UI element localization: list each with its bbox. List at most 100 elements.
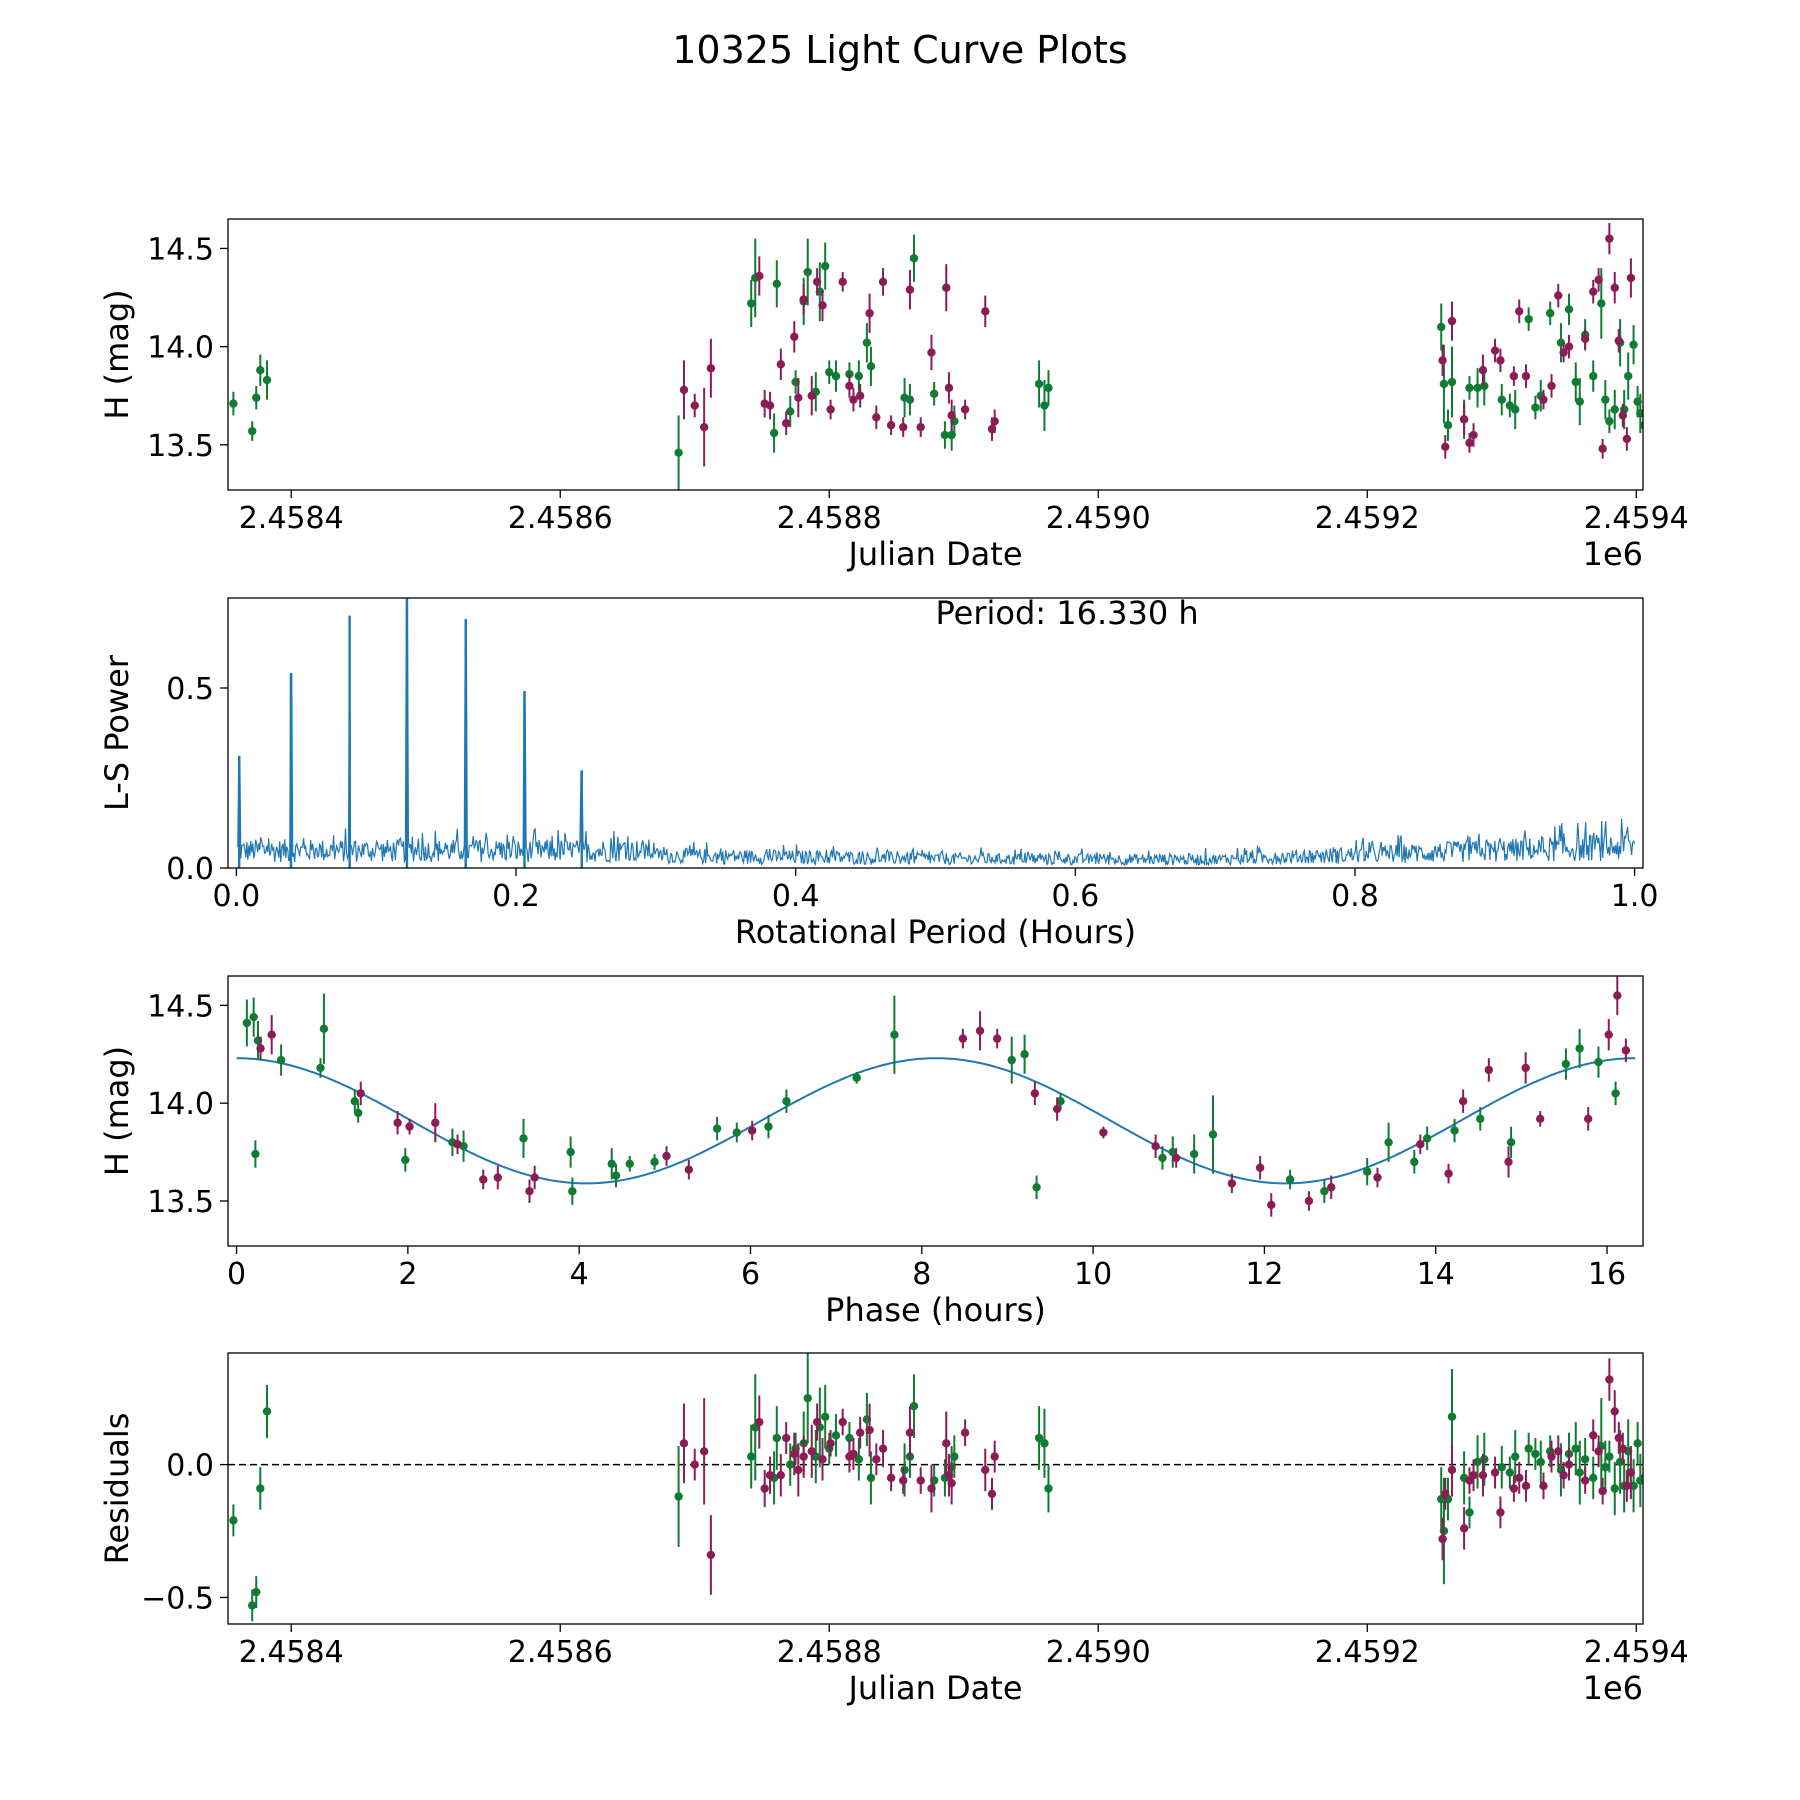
data-point-green bbox=[1437, 322, 1446, 332]
data-point-green bbox=[852, 1073, 861, 1082]
data-point-maroon bbox=[776, 1471, 786, 1480]
data-point-green bbox=[1597, 299, 1606, 308]
data-point-maroon bbox=[942, 1439, 951, 1448]
data-point-green bbox=[252, 1587, 261, 1597]
data-point-maroon bbox=[1469, 430, 1478, 440]
data-point-green bbox=[252, 393, 261, 402]
data-point-maroon bbox=[1496, 356, 1505, 365]
data-point-maroon bbox=[1554, 291, 1563, 300]
data-point-maroon bbox=[1559, 348, 1568, 357]
x-tick-label: 6 bbox=[741, 1257, 760, 1292]
data-point-green bbox=[1648, 1458, 1656, 1466]
x-tick-label: 4 bbox=[570, 1257, 589, 1292]
x-axis-label: Julian Date bbox=[846, 535, 1022, 573]
data-point-green bbox=[900, 1465, 909, 1475]
y-tick-label: 14.5 bbox=[147, 232, 214, 267]
x-tick-label: 0.2 bbox=[492, 879, 540, 914]
x-tick-label: 0.8 bbox=[1331, 879, 1379, 914]
data-point-green bbox=[854, 371, 864, 381]
data-point-maroon bbox=[1438, 1534, 1447, 1544]
data-point-maroon bbox=[987, 1489, 997, 1499]
data-point-maroon bbox=[1605, 234, 1614, 243]
data-point-maroon bbox=[916, 1476, 925, 1485]
data-point-maroon bbox=[1509, 1484, 1519, 1493]
x-axis-label: Julian Date bbox=[846, 1669, 1022, 1707]
data-point-maroon bbox=[1030, 1089, 1040, 1098]
data-point-maroon bbox=[1490, 1468, 1500, 1477]
data-point-green bbox=[1640, 421, 1643, 430]
data-point-maroon bbox=[1052, 1104, 1062, 1114]
data-point-green bbox=[825, 367, 834, 377]
data-point-green bbox=[1624, 371, 1633, 381]
x-tick-label: 2.4584 bbox=[239, 1635, 344, 1670]
period-annotation: Period: 16.330 h bbox=[936, 594, 1199, 632]
data-point-maroon bbox=[1583, 1114, 1593, 1124]
data-point-maroon bbox=[865, 309, 874, 318]
data-point-green bbox=[1629, 340, 1638, 349]
data-point-green bbox=[1465, 1508, 1474, 1517]
data-point-maroon bbox=[706, 364, 716, 373]
data-point-green bbox=[1040, 1439, 1049, 1448]
data-point-green bbox=[566, 1147, 575, 1157]
data-point-green bbox=[782, 1097, 791, 1106]
x-tick-label: 2.4586 bbox=[508, 501, 613, 536]
data-point-maroon bbox=[1614, 336, 1623, 345]
panel-lc-time: 2.4584 2.4586 2.4588 2.4590 2.4592 2.4594 13.5… bbox=[98, 218, 1689, 573]
data-point-green bbox=[1511, 1452, 1520, 1461]
data-point-maroon bbox=[878, 1444, 888, 1453]
data-point-green bbox=[1605, 417, 1614, 426]
data-point-green bbox=[1589, 1473, 1598, 1483]
y-tick-label: 13.5 bbox=[147, 429, 214, 464]
figure-title: 10325 Light Curve Plots bbox=[672, 28, 1128, 72]
data-point-maroon bbox=[1539, 1481, 1548, 1491]
data-point-maroon bbox=[992, 1034, 1002, 1043]
data-point-maroon bbox=[1564, 1460, 1574, 1469]
data-point-maroon bbox=[1496, 1508, 1505, 1517]
data-point-green bbox=[251, 1149, 260, 1159]
x-tick-label: 2.4592 bbox=[1315, 1635, 1420, 1670]
y-tick-label: 14.0 bbox=[147, 1087, 214, 1122]
data-point-green bbox=[905, 395, 915, 404]
data-point-green bbox=[1575, 1468, 1584, 1477]
data-point-maroon bbox=[267, 1030, 276, 1039]
data-point-green bbox=[769, 428, 779, 438]
data-point-maroon bbox=[1465, 438, 1474, 448]
data-point-green bbox=[845, 1433, 854, 1443]
data-point-maroon bbox=[493, 1173, 503, 1182]
data-point-maroon bbox=[781, 419, 791, 428]
data-point-maroon bbox=[1504, 1157, 1513, 1167]
data-point-maroon bbox=[818, 301, 827, 310]
data-point-maroon bbox=[899, 1476, 908, 1485]
data-point-green bbox=[519, 1134, 528, 1143]
periodogram-line bbox=[237, 598, 1636, 867]
model-fit-curve bbox=[236, 1057, 1636, 1185]
data-point-maroon bbox=[799, 295, 808, 304]
data-point-maroon bbox=[1484, 1065, 1494, 1075]
data-point-maroon bbox=[662, 1151, 671, 1161]
data-point-maroon bbox=[790, 332, 799, 342]
data-point-green bbox=[1044, 1484, 1053, 1493]
data-point-maroon bbox=[1589, 1431, 1598, 1440]
data-point-green bbox=[1633, 1439, 1642, 1448]
data-point-green bbox=[1646, 386, 1654, 394]
data-point-maroon bbox=[990, 417, 999, 426]
y-tick-label: 14.0 bbox=[147, 331, 214, 366]
data-point-maroon bbox=[855, 391, 865, 400]
data-point-green bbox=[249, 1012, 258, 1022]
data-point-maroon bbox=[1478, 366, 1488, 375]
data-point-green bbox=[229, 1516, 238, 1525]
data-point-maroon bbox=[1255, 1163, 1265, 1172]
data-point-green bbox=[1610, 405, 1619, 414]
data-point-green bbox=[1611, 1089, 1620, 1098]
data-point-green bbox=[1034, 379, 1044, 389]
data-point-maroon bbox=[899, 422, 908, 432]
data-point-maroon bbox=[405, 1122, 414, 1131]
data-point-green bbox=[316, 1063, 325, 1073]
data-point-maroon bbox=[1444, 1169, 1453, 1178]
data-point-maroon bbox=[1441, 1489, 1450, 1499]
data-point-maroon bbox=[849, 395, 858, 404]
data-point-maroon bbox=[1490, 346, 1500, 355]
data-point-green bbox=[229, 399, 238, 408]
data-point-green bbox=[607, 1159, 616, 1169]
